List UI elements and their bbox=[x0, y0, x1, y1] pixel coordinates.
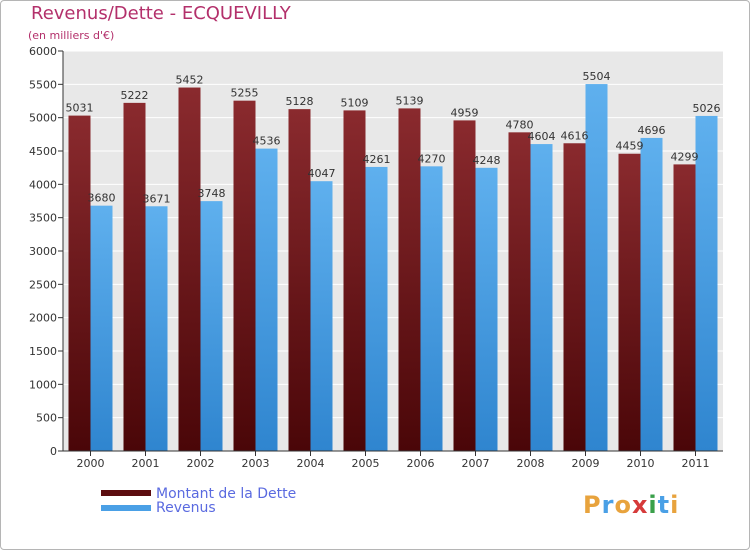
x-tick-label: 2000 bbox=[77, 457, 105, 470]
chart-title: Revenus/Dette - ECQUEVILLY bbox=[31, 3, 291, 24]
data-label-dette: 4959 bbox=[451, 106, 479, 119]
y-tick-label: 500 bbox=[36, 412, 57, 425]
x-tick-label: 2002 bbox=[187, 457, 215, 470]
legend-swatch-debt bbox=[101, 490, 151, 496]
y-tick-label: 6000 bbox=[29, 45, 57, 58]
data-label-dette: 4299 bbox=[671, 150, 699, 163]
y-tick-label: 0 bbox=[50, 445, 57, 458]
y-tick-label: 1000 bbox=[29, 378, 57, 391]
bar-revenus bbox=[255, 148, 278, 451]
axis-layer: 0 500 1000 1500 2000 2500 3000 3500 4000 4500 5000… bbox=[29, 45, 723, 470]
x-tick-label: 2005 bbox=[352, 457, 380, 470]
data-label-revenus: 5026 bbox=[693, 102, 721, 115]
x-tick-label: 2010 bbox=[627, 457, 655, 470]
data-label-dette: 5031 bbox=[66, 102, 94, 115]
data-label-revenus: 4696 bbox=[638, 124, 666, 137]
grid-layer bbox=[58, 50, 723, 452]
x-tick-label: 2011 bbox=[682, 457, 710, 470]
data-label-dette: 5452 bbox=[176, 74, 204, 87]
data-label-revenus: 4536 bbox=[253, 135, 281, 148]
bar-dette bbox=[233, 100, 256, 452]
label-layer: 5031 3680 5222 3671 5452 3748 5255 4536 5128 4047… bbox=[66, 70, 721, 205]
y-tick-label: 5000 bbox=[29, 112, 57, 125]
data-label-revenus: 4270 bbox=[418, 152, 446, 165]
bar-revenus bbox=[695, 115, 718, 451]
x-tick-label: 2003 bbox=[242, 457, 270, 470]
data-label-revenus: 4261 bbox=[363, 153, 391, 166]
data-label-dette: 5128 bbox=[286, 95, 314, 108]
data-label-dette: 5139 bbox=[396, 94, 424, 107]
bar-dette bbox=[618, 153, 641, 451]
bar-dette bbox=[673, 164, 696, 451]
bar-revenus bbox=[145, 206, 168, 451]
data-label-dette: 5255 bbox=[231, 87, 259, 100]
data-label-revenus: 3748 bbox=[198, 187, 226, 200]
legend-label-revenus: Revenus bbox=[156, 500, 216, 516]
x-tick-label: 2001 bbox=[132, 457, 160, 470]
bar-revenus bbox=[585, 84, 608, 452]
x-tick-label: 2007 bbox=[462, 457, 490, 470]
chart-subtitle: (en milliers d'€) bbox=[28, 29, 115, 42]
bar-dette bbox=[178, 87, 201, 452]
y-tick-label: 3000 bbox=[29, 245, 57, 258]
y-tick-label: 5500 bbox=[29, 78, 57, 91]
x-tick-label: 2009 bbox=[572, 457, 600, 470]
legend-swatch-revenus bbox=[101, 505, 151, 511]
y-tick-label: 1500 bbox=[29, 345, 57, 358]
data-label-revenus: 3671 bbox=[143, 192, 171, 205]
x-tick-label: 2004 bbox=[297, 457, 325, 470]
bar-dette bbox=[453, 120, 476, 452]
bar-revenus bbox=[420, 166, 443, 452]
y-tick-label: 4000 bbox=[29, 178, 57, 191]
bar-dette bbox=[398, 108, 421, 452]
bar-revenus bbox=[90, 205, 113, 451]
bar-dette bbox=[508, 132, 531, 452]
bar-dette bbox=[563, 143, 586, 451]
proxiti-logo: Proxiti bbox=[583, 491, 680, 519]
bar-revenus bbox=[200, 201, 223, 451]
bar-revenus bbox=[530, 144, 553, 452]
data-label-revenus: 5504 bbox=[583, 70, 611, 83]
bar-dette bbox=[343, 110, 366, 452]
bar-dette bbox=[288, 109, 311, 451]
y-tick-label: 2500 bbox=[29, 278, 57, 291]
bar-revenus bbox=[475, 167, 498, 452]
data-label-revenus: 4248 bbox=[473, 154, 501, 167]
data-label-dette: 4780 bbox=[506, 118, 534, 131]
data-label-revenus: 3680 bbox=[88, 192, 116, 205]
data-label-dette: 4459 bbox=[616, 140, 644, 153]
x-tick-label: 2006 bbox=[407, 457, 435, 470]
bar-dette bbox=[68, 115, 91, 451]
data-label-dette: 5109 bbox=[341, 96, 369, 109]
bar-revenus bbox=[640, 137, 663, 451]
bar-layer bbox=[68, 84, 718, 452]
data-label-revenus: 4604 bbox=[528, 130, 556, 143]
x-tick-label: 2008 bbox=[517, 457, 545, 470]
y-tick-label: 4500 bbox=[29, 145, 57, 158]
y-tick-label: 3500 bbox=[29, 212, 57, 225]
data-label-dette: 4616 bbox=[561, 129, 589, 142]
bar-dette bbox=[123, 102, 146, 451]
data-label-dette: 5222 bbox=[121, 89, 149, 102]
data-label-revenus: 4047 bbox=[308, 167, 336, 180]
legend-label-debt: Montant de la Dette bbox=[156, 486, 297, 502]
y-tick-label: 2000 bbox=[29, 312, 57, 325]
bar-revenus bbox=[365, 166, 388, 451]
bar-revenus bbox=[310, 181, 333, 451]
